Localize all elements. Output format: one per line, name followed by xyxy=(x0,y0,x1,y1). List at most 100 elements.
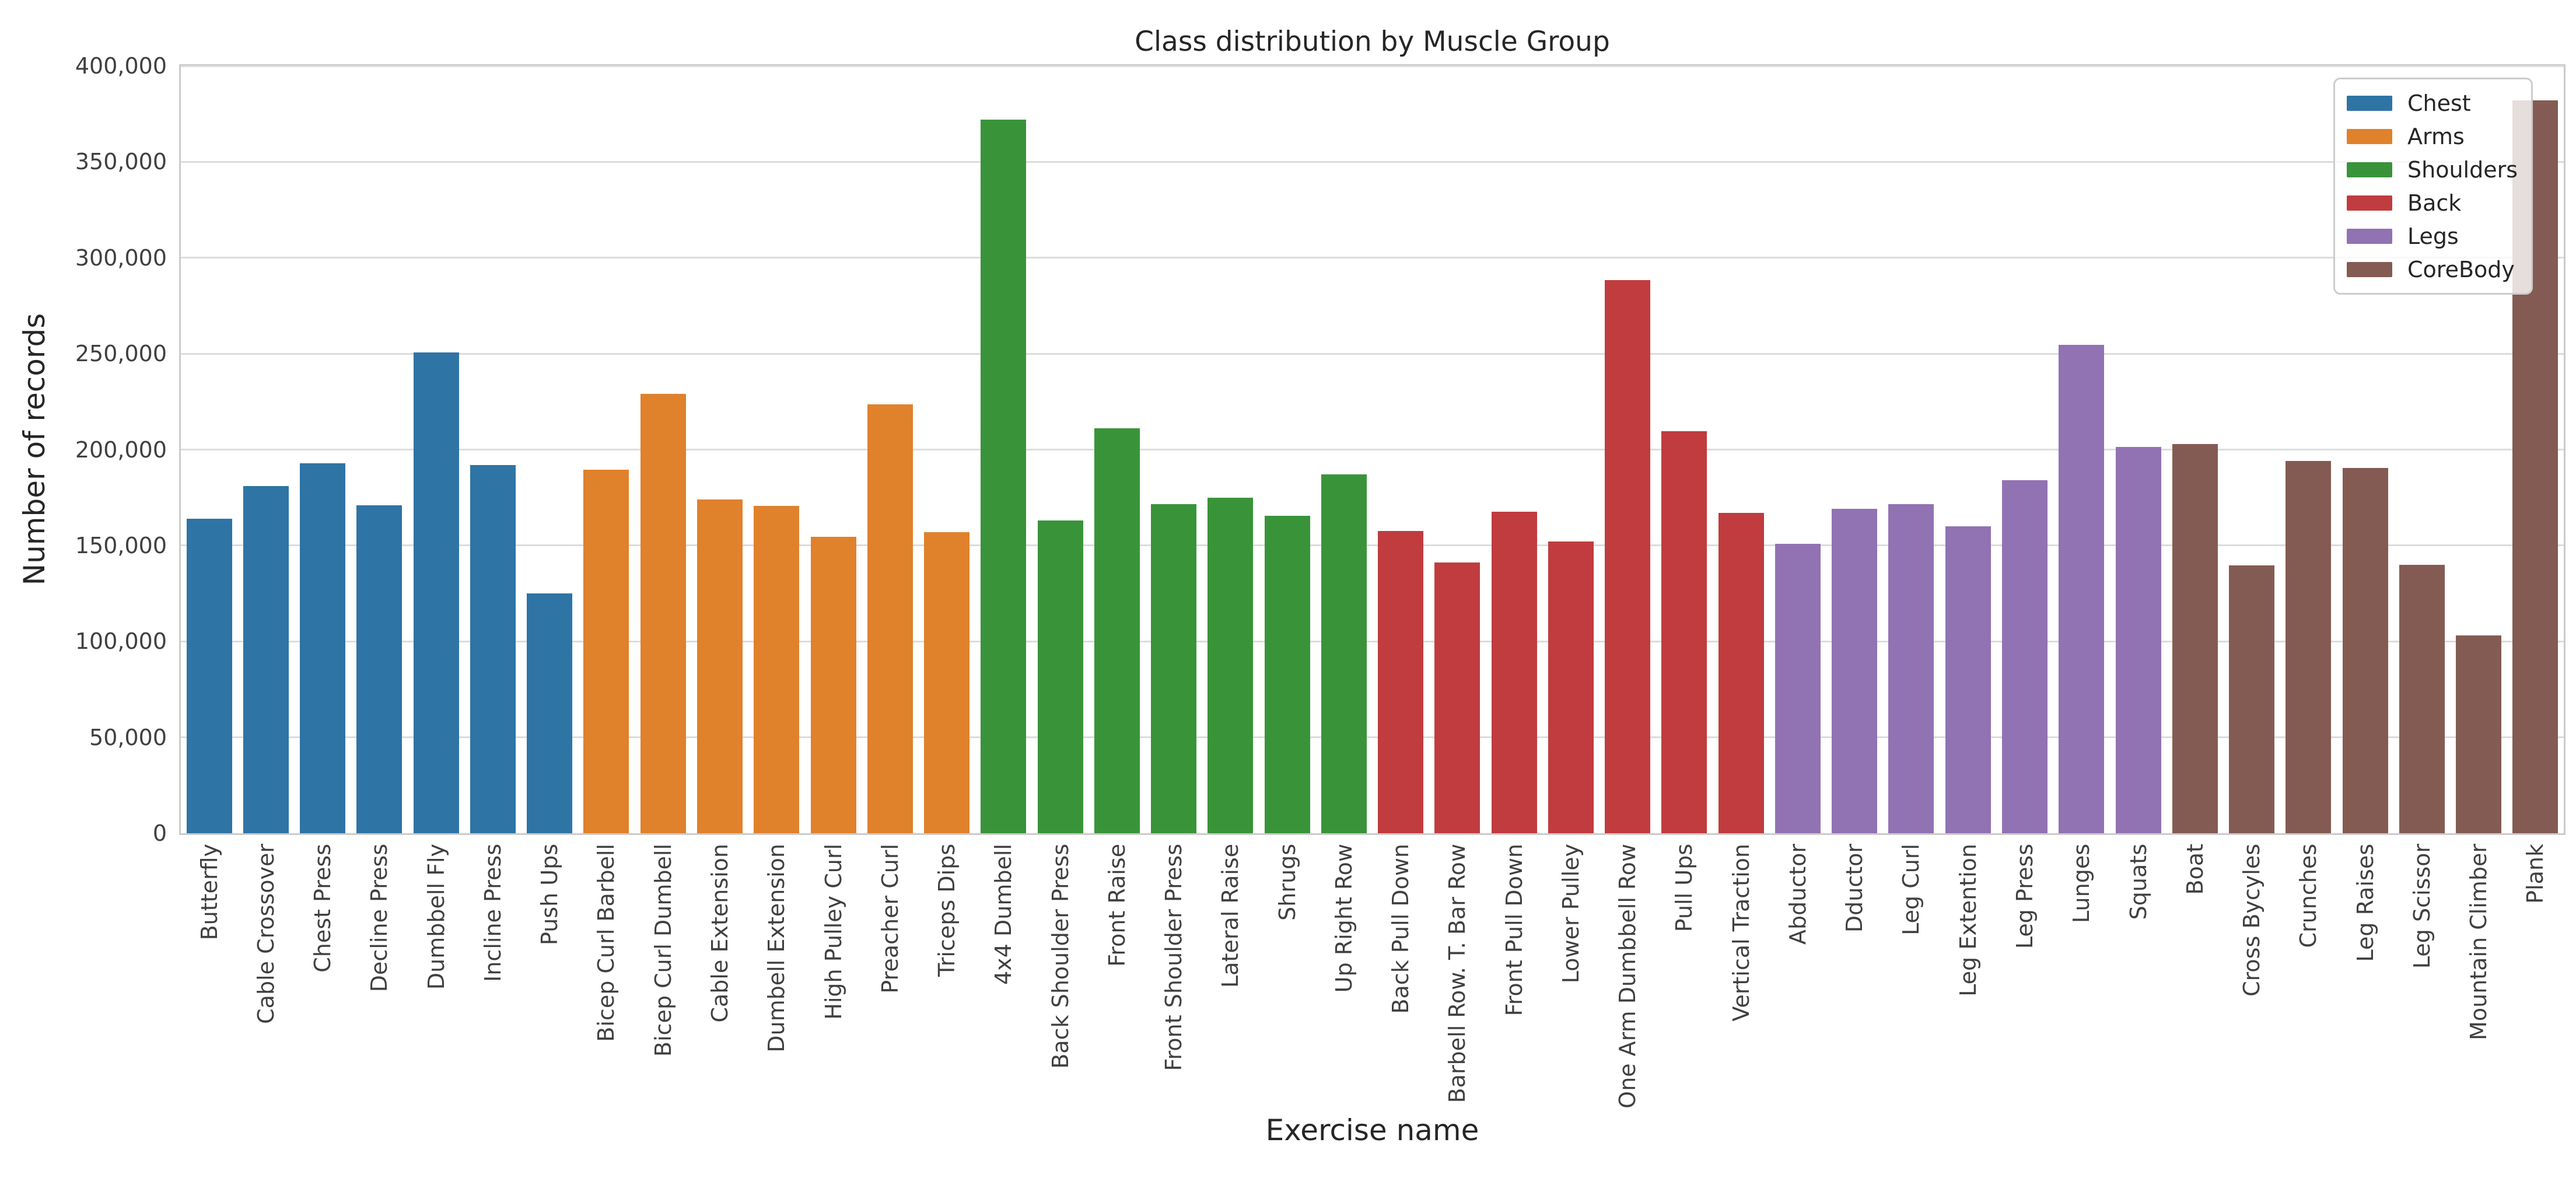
legend-color-swatch xyxy=(2347,95,2392,111)
x-tick-label: Leg Raises xyxy=(2352,844,2378,962)
legend-label: Arms xyxy=(2407,123,2465,149)
legend-item: Arms xyxy=(2347,125,2519,148)
bar xyxy=(867,404,913,833)
bar xyxy=(2399,565,2445,833)
x-tick-label: Dumbbell Fly xyxy=(423,844,449,990)
x-tick-label: Boat xyxy=(2182,844,2208,895)
y-tick-label: 400,000 xyxy=(75,53,167,79)
bar xyxy=(2456,635,2502,833)
legend-color-swatch xyxy=(2347,228,2392,244)
x-tick-label: Pull Ups xyxy=(1671,844,1698,932)
x-tick-label: Decline Press xyxy=(366,844,393,993)
x-tick-label: Cable Crossover xyxy=(253,844,279,1024)
legend-item: CoreBody xyxy=(2347,258,2519,281)
legend-color-swatch xyxy=(2347,195,2392,211)
y-tick-label: 250,000 xyxy=(75,341,167,367)
bar xyxy=(1434,562,1480,833)
bar xyxy=(1605,280,1651,833)
legend-label: CoreBody xyxy=(2407,256,2515,282)
x-tick-label: Leg Extention xyxy=(1955,844,1981,997)
bar xyxy=(186,519,232,833)
x-tick-label: Bicep Curl Barbell xyxy=(593,844,620,1042)
x-tick-label: Preacher Curl xyxy=(877,844,903,994)
x-tick-label: Cable Extension xyxy=(706,844,733,1023)
bar xyxy=(1378,531,1424,833)
bar xyxy=(754,506,800,833)
x-tick-label: Vertical Traction xyxy=(1728,844,1754,1022)
bar xyxy=(2115,447,2161,833)
legend: Chest Arms Shoulders Back Legs CoreBody xyxy=(2333,78,2533,295)
bar xyxy=(924,532,970,833)
bar xyxy=(696,499,743,833)
bar xyxy=(527,593,573,833)
bar xyxy=(1548,541,1594,833)
bar xyxy=(810,537,856,833)
y-tick-label: 300,000 xyxy=(75,244,167,271)
legend-item: Chest xyxy=(2347,92,2519,114)
x-tick-label: Push Ups xyxy=(537,844,563,946)
bar xyxy=(1888,504,1934,833)
bar xyxy=(1264,516,1310,833)
x-tick-label: Leg Scissor xyxy=(2409,844,2435,969)
y-tick-label: 150,000 xyxy=(75,532,167,558)
bar xyxy=(470,465,516,833)
x-tick-label: Dductor xyxy=(1842,844,1868,933)
x-tick-label: Squats xyxy=(2125,844,2151,920)
gridline xyxy=(181,65,2564,67)
bar xyxy=(1094,428,1140,833)
x-tick-label: Plank xyxy=(2522,844,2549,904)
gridline xyxy=(181,449,2564,450)
x-tick-label: Dumbell Extension xyxy=(764,844,790,1053)
x-tick-label: Chest Press xyxy=(310,844,336,973)
x-tick-label: Barbell Row. T. Bar Row xyxy=(1444,844,1471,1103)
x-tick-label: Mountain Climber xyxy=(2466,844,2492,1040)
legend-label: Chest xyxy=(2407,90,2471,116)
x-tick-label: Lateral Raise xyxy=(1217,844,1244,988)
x-tick-label: Triceps Dips xyxy=(934,844,960,977)
bar xyxy=(356,505,402,833)
bar xyxy=(413,352,459,833)
x-tick-label: 4x4 Dumbell xyxy=(991,844,1017,985)
x-tick-label: Leg Press xyxy=(2012,844,2038,949)
x-tick-label: Up Right Row xyxy=(1331,844,1357,993)
legend-color-swatch xyxy=(2347,162,2392,177)
gridline xyxy=(181,257,2564,259)
legend-label: Back xyxy=(2407,190,2462,216)
bar xyxy=(1945,526,1991,833)
x-tick-label: Back Shoulder Press xyxy=(1047,844,1073,1069)
x-tick-label: Front Pull Down xyxy=(1501,844,1527,1016)
y-tick-label: 350,000 xyxy=(75,149,167,175)
x-tick-label: Lunges xyxy=(2068,844,2095,923)
bar xyxy=(2002,480,2048,833)
bar xyxy=(1718,513,1764,833)
bar xyxy=(583,470,629,833)
y-tick-label: 50,000 xyxy=(89,724,167,750)
legend-item: Legs xyxy=(2347,225,2519,247)
y-tick-label: 0 xyxy=(152,820,167,846)
gridline xyxy=(181,352,2564,355)
plot-area xyxy=(179,64,2566,835)
bar xyxy=(300,463,346,833)
bar xyxy=(1151,504,1197,833)
x-tick-label: Lower Pulley xyxy=(1558,844,1584,984)
x-tick-label: Bicep Curl Dumbell xyxy=(650,844,676,1057)
x-tick-label: Crunches xyxy=(2295,844,2322,948)
y-tick-label: 200,000 xyxy=(75,436,167,463)
x-tick-label: High Pulley Curl xyxy=(820,844,846,1020)
legend-color-swatch xyxy=(2347,128,2392,144)
bar xyxy=(1774,544,1821,833)
x-tick-label: Leg Curl xyxy=(1898,844,1924,935)
gridline xyxy=(181,544,2564,547)
x-axis-title: Exercise name xyxy=(1265,1113,1479,1147)
legend-item: Shoulders xyxy=(2347,159,2519,181)
x-tick-label: One Arm Dumbbell Row xyxy=(1615,844,1641,1109)
legend-label: Shoulders xyxy=(2407,156,2518,183)
bar xyxy=(1321,474,1367,833)
x-tick-label: Abductor xyxy=(1784,844,1811,945)
x-tick-label: Front Shoulder Press xyxy=(1161,844,1187,1071)
x-tick-label: Incline Press xyxy=(480,844,506,982)
legend-color-swatch xyxy=(2347,261,2392,277)
x-tick-label: Shrugs xyxy=(1274,844,1300,921)
bar xyxy=(1037,520,1083,833)
